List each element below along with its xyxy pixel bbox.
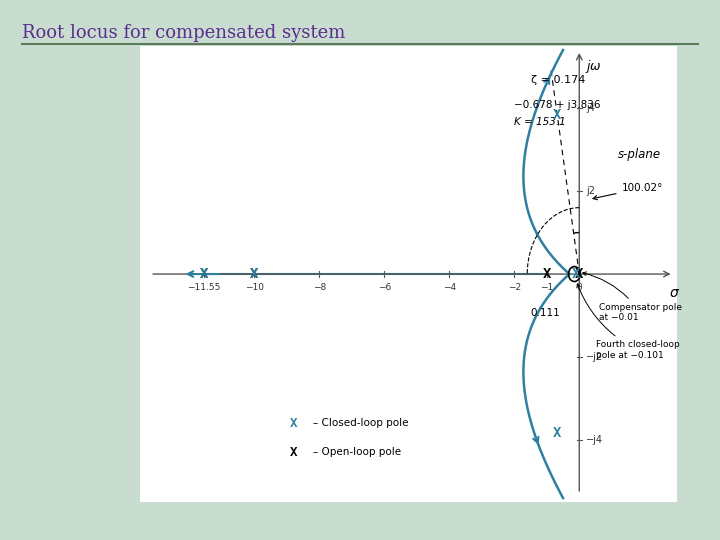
Text: −11.55: −11.55 (187, 283, 220, 292)
Text: −2: −2 (508, 283, 521, 292)
Text: 0: 0 (577, 283, 582, 292)
Text: X: X (250, 267, 258, 281)
Text: X: X (250, 267, 258, 281)
Text: $j\omega$: $j\omega$ (585, 58, 602, 76)
Text: X: X (289, 446, 297, 459)
Text: – Closed-loop pole: – Closed-loop pole (312, 418, 408, 428)
Text: Root locus for compensated system: Root locus for compensated system (22, 24, 345, 42)
Text: j2: j2 (586, 186, 595, 196)
Text: X: X (199, 267, 208, 281)
Text: $\sigma$: $\sigma$ (669, 286, 680, 300)
Text: 0.111: 0.111 (530, 308, 559, 318)
Text: −10: −10 (245, 283, 264, 292)
Text: −4: −4 (443, 283, 456, 292)
Text: X: X (289, 417, 297, 430)
Text: −j2: −j2 (586, 352, 603, 362)
Text: – Open-loop pole: – Open-loop pole (312, 448, 401, 457)
Text: X: X (553, 426, 562, 440)
Text: X: X (553, 108, 562, 122)
Text: X: X (572, 267, 580, 281)
Text: Compensator pole
at −0.01: Compensator pole at −0.01 (582, 272, 682, 322)
Text: ζ = 0.174: ζ = 0.174 (531, 75, 585, 85)
Text: −8: −8 (312, 283, 326, 292)
Text: −0.678 + j3.836: −0.678 + j3.836 (514, 100, 600, 110)
Text: −j4: −j4 (586, 435, 603, 445)
Text: −6: −6 (377, 283, 391, 292)
Text: Fourth closed-loop
pole at −0.101: Fourth closed-loop pole at −0.101 (577, 284, 679, 360)
Text: j4: j4 (586, 103, 595, 113)
Text: X: X (199, 267, 208, 281)
Text: K = 153.1: K = 153.1 (514, 117, 566, 127)
Text: 100.02°: 100.02° (593, 183, 663, 200)
Text: X: X (575, 267, 583, 281)
Text: X: X (543, 267, 551, 281)
Text: s-plane: s-plane (618, 148, 662, 161)
Text: −1: −1 (540, 283, 554, 292)
